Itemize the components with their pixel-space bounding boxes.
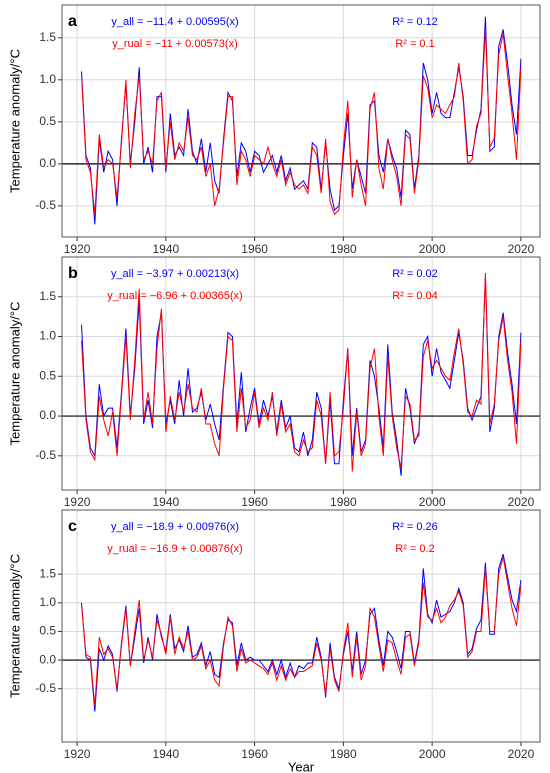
y-tick-label: 1.0 [39, 329, 56, 343]
x-tick-label: 1920 [64, 747, 91, 761]
plot-border [61, 256, 541, 491]
y-tick-label: 1.0 [39, 595, 56, 609]
x-tick-label: 1940 [153, 242, 180, 256]
annotation: R² = 0.26 [392, 521, 438, 533]
x-tick-label: 1980 [330, 242, 357, 256]
annotation: R² = 0.1 [395, 38, 434, 50]
annotation: R² = 0.2 [395, 543, 434, 555]
x-tick-label: 1980 [330, 495, 357, 509]
y-tick-label: 1.5 [39, 289, 56, 303]
y-tick-label: 0.5 [39, 114, 56, 128]
panel-label: c [68, 518, 77, 535]
panel-label: b [68, 265, 78, 282]
y-tick-label: 1.5 [39, 30, 56, 44]
annotation: R² = 0.04 [392, 290, 438, 302]
panel-label: a [68, 13, 77, 30]
y-tick-label: -0.5 [35, 448, 56, 462]
series-line [81, 29, 522, 216]
plot-border [61, 4, 541, 238]
annotation: R² = 0.02 [392, 268, 438, 280]
x-tick-label: 1960 [241, 495, 268, 509]
x-tick-label: 1940 [153, 747, 180, 761]
y-tick-label: 0.0 [39, 408, 56, 422]
y-tick-label: -0.5 [35, 198, 56, 212]
x-axis-label: Year [288, 759, 315, 773]
y-tick-label: 0.5 [39, 368, 56, 382]
y-tick-label: 1.0 [39, 72, 56, 86]
x-tick-label: 2020 [508, 495, 535, 509]
x-tick-label: 2000 [419, 495, 446, 509]
y-tick-label: 1.5 [39, 566, 56, 580]
x-tick-label: 1920 [64, 495, 91, 509]
annotation: y_rual = −6.96 + 0.00365(x) [107, 290, 242, 302]
y-axis-label: Temperature anomaly/°C [7, 302, 22, 446]
x-tick-label: 1920 [64, 242, 91, 256]
y-axis-label: Temperature anomaly/°C [7, 554, 22, 698]
x-tick-label: 1960 [241, 242, 268, 256]
y-tick-label: 0.0 [39, 156, 56, 170]
x-tick-label: 1980 [330, 747, 357, 761]
y-axis-label: Temperature anomaly/°C [7, 49, 22, 193]
x-tick-label: 1960 [241, 747, 268, 761]
x-tick-label: 2020 [508, 747, 535, 761]
x-tick-label: 2020 [508, 242, 535, 256]
y-tick-label: 0.5 [39, 624, 56, 638]
annotation: y_rual = −16.9 + 0.00876(x) [107, 543, 242, 555]
annotation: y_all = −11.4 + 0.00595(x) [111, 16, 238, 28]
annotation: y_all = −18.9 + 0.00976(x) [111, 521, 239, 533]
plot-area [62, 510, 540, 742]
annotation: y_rual = −11 + 0.00573(x) [112, 38, 237, 50]
x-tick-label: 1940 [153, 495, 180, 509]
plot-border [61, 509, 541, 743]
annotation: y_all = −3.97 + 0.00213(x) [111, 268, 239, 280]
series-line [81, 556, 522, 706]
y-tick-label: -0.5 [35, 681, 56, 695]
series-line [81, 272, 522, 472]
x-tick-label: 2000 [419, 242, 446, 256]
x-tick-label: 2000 [419, 747, 446, 761]
y-tick-label: 0.0 [39, 652, 56, 666]
annotation: R² = 0.12 [392, 16, 438, 28]
